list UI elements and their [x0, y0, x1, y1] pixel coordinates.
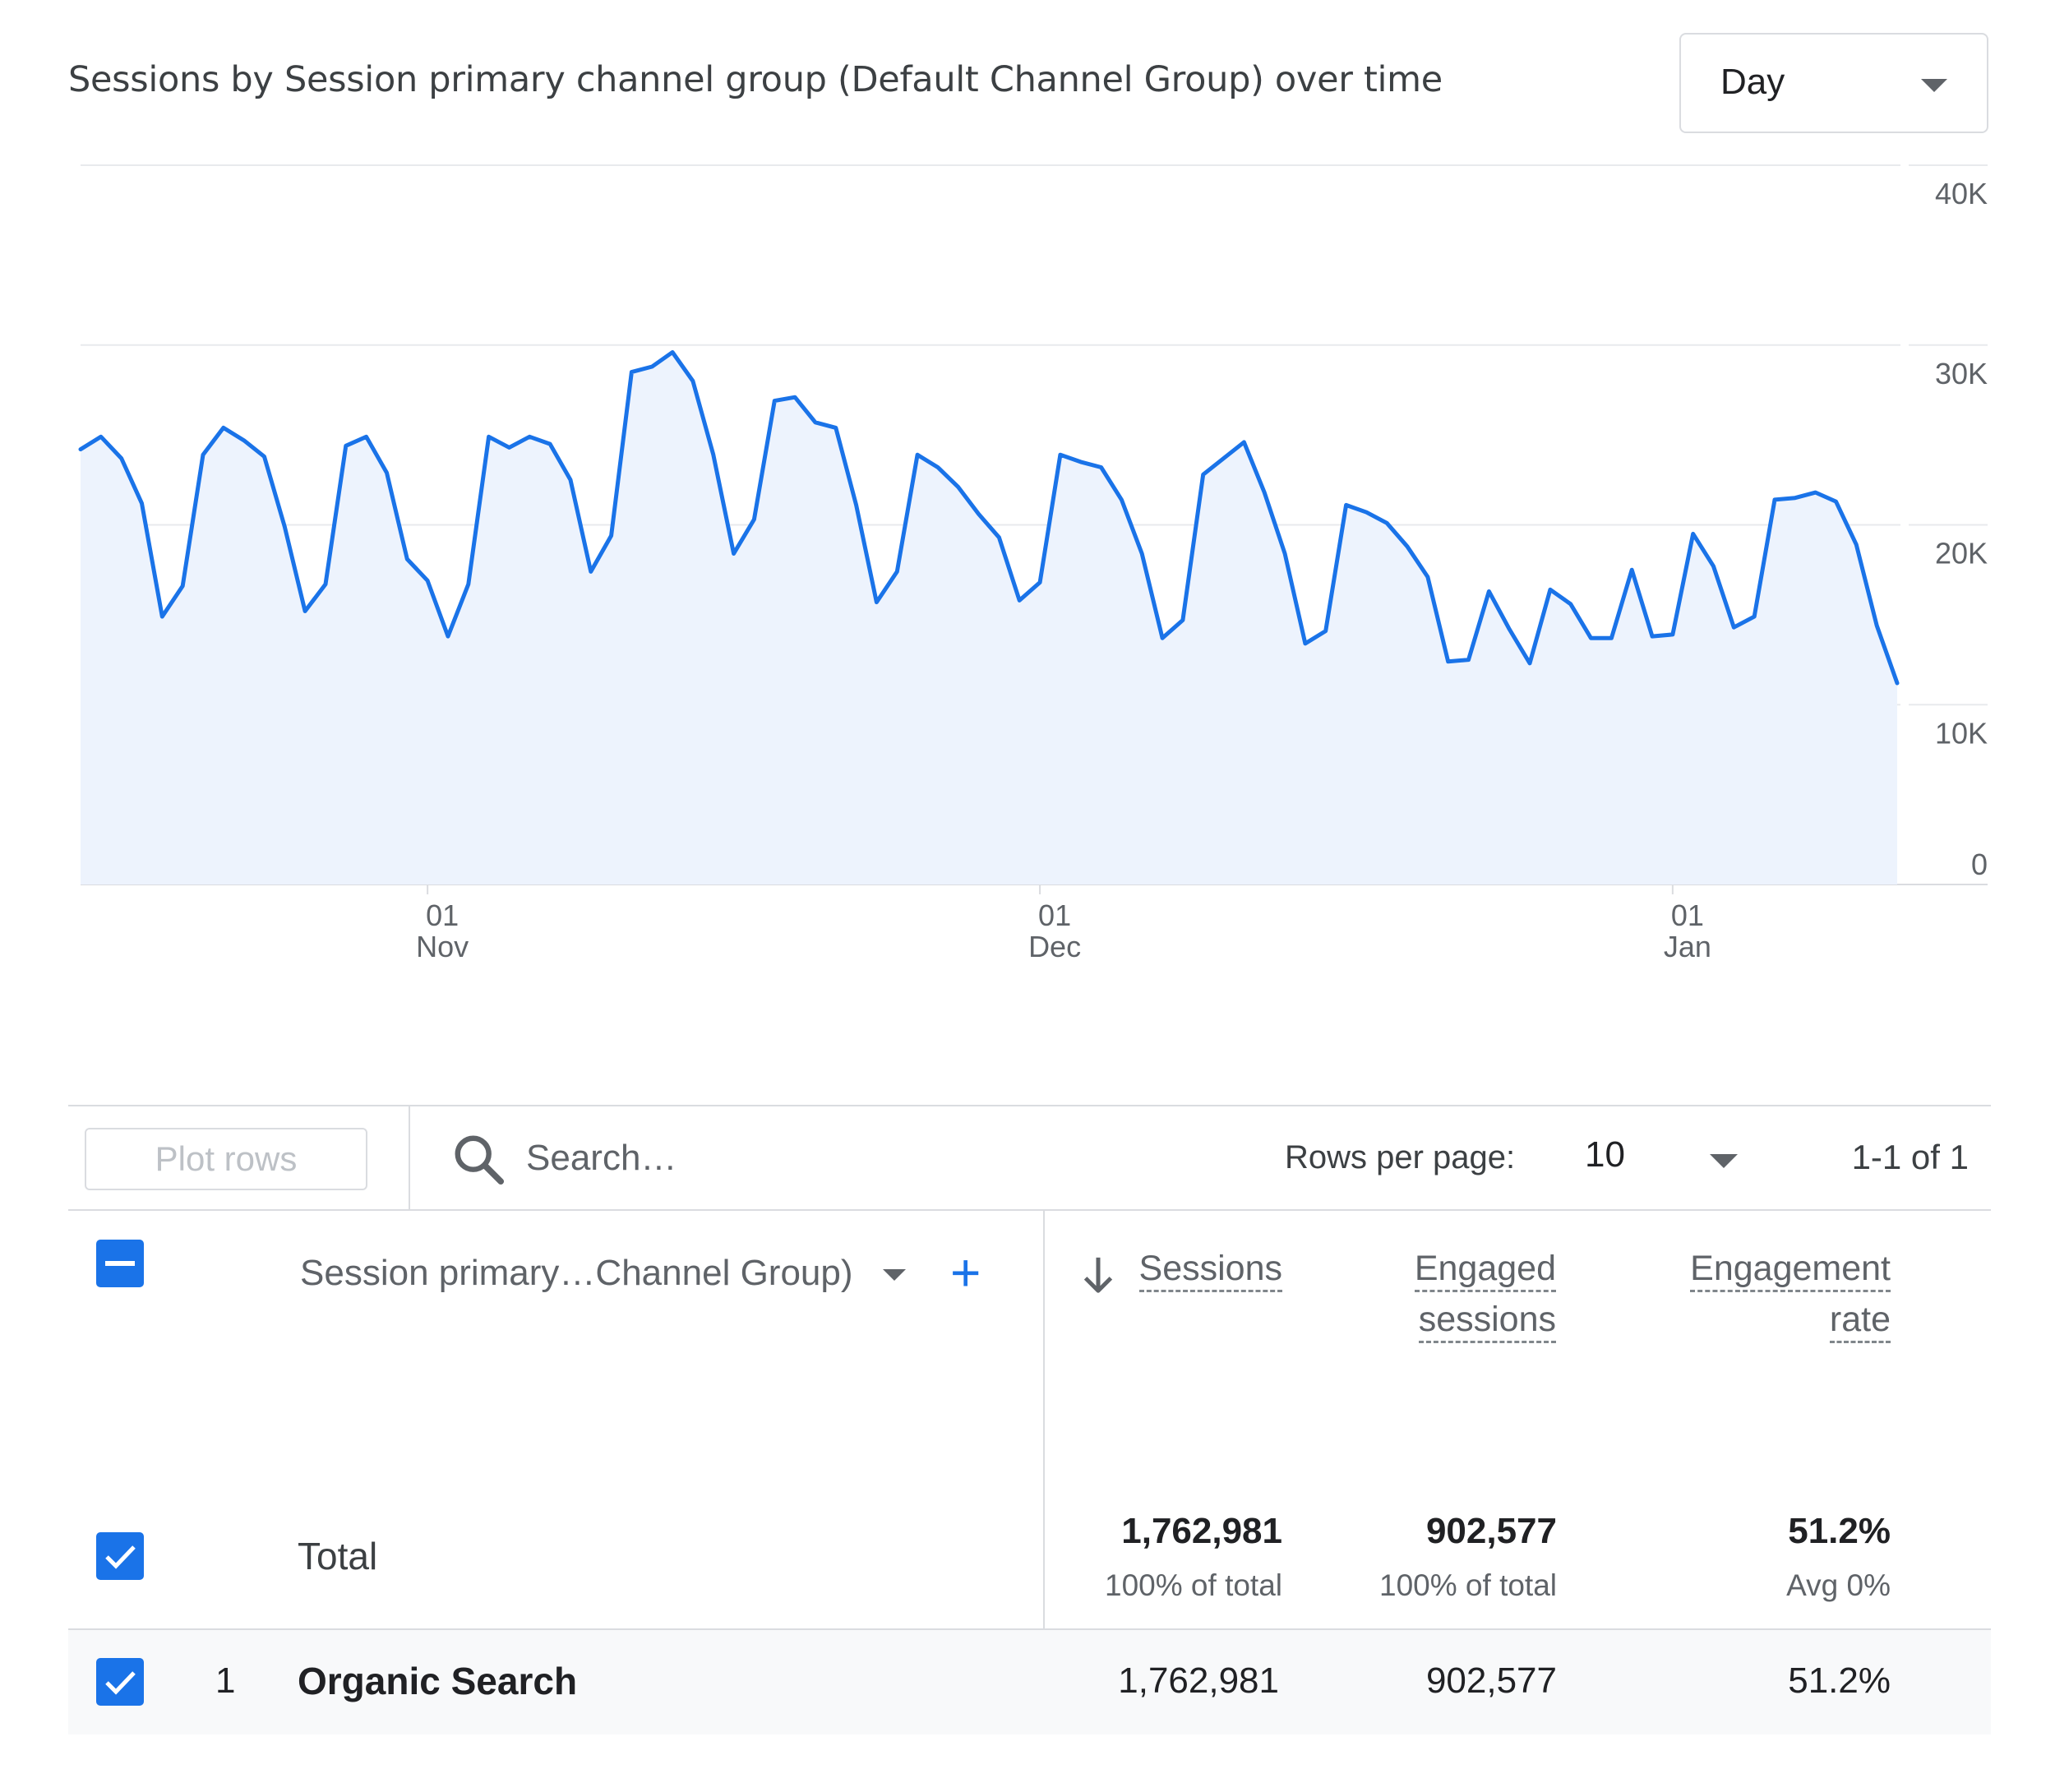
table-row[interactable] [68, 1630, 1991, 1734]
total-sessions: 1,762,981 [1121, 1511, 1282, 1551]
chevron-down-icon [1921, 79, 1947, 92]
series-line [78, 350, 1900, 686]
y-tick-label: 10K [1935, 716, 1988, 750]
rows-per-page-label: Rows per page: [1285, 1139, 1516, 1175]
chevron-down-icon[interactable] [1710, 1154, 1738, 1168]
toolbar-top-divider [68, 1105, 1991, 1106]
column-header-line1: Engaged [1414, 1249, 1556, 1292]
y-tick-label: 20K [1935, 537, 1988, 570]
y-axis-ticks: 40K 30K 20K 10K 0 [1935, 177, 1988, 881]
series-area [81, 352, 1897, 884]
search-icon [455, 1135, 505, 1185]
column-header-line2: sessions [1418, 1300, 1556, 1343]
y-tick-label: 30K [1935, 357, 1988, 390]
x-tick-day: 01 [1038, 898, 1071, 932]
total-engaged-sessions-share: 100% of total [1379, 1568, 1557, 1602]
toolbar-vertical-divider [409, 1105, 410, 1209]
row-channel-name[interactable]: Organic Search [298, 1660, 578, 1702]
column-header-line1: Engagement [1690, 1249, 1891, 1292]
chevron-down-icon[interactable] [883, 1269, 906, 1281]
column-header-sessions[interactable]: Sessions [1126, 1243, 1282, 1294]
x-tick-day: 01 [1671, 898, 1704, 932]
total-row-divider [68, 1628, 1991, 1630]
column-header-sessions-label: Sessions [1138, 1249, 1282, 1292]
total-engagement-rate: 51.2% [1788, 1511, 1891, 1551]
y-tick-label: 0 [1971, 848, 1988, 881]
total-engaged-sessions: 902,577 [1425, 1511, 1557, 1551]
x-tick-day: 01 [426, 898, 459, 932]
toolbar-bottom-divider [68, 1209, 1991, 1211]
add-dimension-button[interactable]: + [950, 1243, 981, 1302]
checkmark-icon [105, 1671, 136, 1695]
total-row-checkbox[interactable] [96, 1532, 144, 1580]
checkmark-icon [105, 1545, 136, 1569]
row-index: 1 [215, 1660, 236, 1701]
granularity-dropdown[interactable]: Day [1679, 33, 1988, 133]
x-tick-month: Nov [416, 930, 469, 963]
total-sessions-share: 100% of total [1105, 1568, 1282, 1602]
row-engagement-rate: 51.2% [1788, 1660, 1891, 1701]
search-input[interactable] [526, 1133, 1019, 1184]
sort-descending-icon[interactable] [1080, 1254, 1116, 1296]
column-header-engaged-sessions[interactable]: Engaged sessions [1332, 1243, 1556, 1345]
column-header-engagement-rate[interactable]: Engagement rate [1628, 1243, 1891, 1345]
chart-title: Sessions by Session primary channel grou… [68, 59, 1443, 100]
x-tick-month: Dec [1028, 930, 1081, 963]
total-engagement-rate-avg: Avg 0% [1786, 1568, 1891, 1602]
pagination-status: 1-1 of 1 [1851, 1138, 1969, 1176]
y-tick-label: 40K [1935, 177, 1988, 210]
row-sessions: 1,762,981 [1118, 1660, 1279, 1701]
table-column-divider [1043, 1209, 1045, 1734]
row-checkbox[interactable] [96, 1658, 144, 1706]
row-engaged-sessions: 902,577 [1425, 1660, 1557, 1701]
plot-rows-button[interactable]: Plot rows [85, 1128, 367, 1190]
dimension-header[interactable]: Session primary…Channel Group) [300, 1253, 853, 1293]
column-header-line2: rate [1829, 1300, 1891, 1343]
select-all-checkbox[interactable] [96, 1240, 144, 1287]
total-row-label: Total [298, 1535, 378, 1577]
x-tick-month: Jan [1664, 930, 1711, 963]
granularity-value: Day [1720, 62, 1785, 102]
rows-per-page-select[interactable]: 10 [1585, 1134, 1625, 1175]
